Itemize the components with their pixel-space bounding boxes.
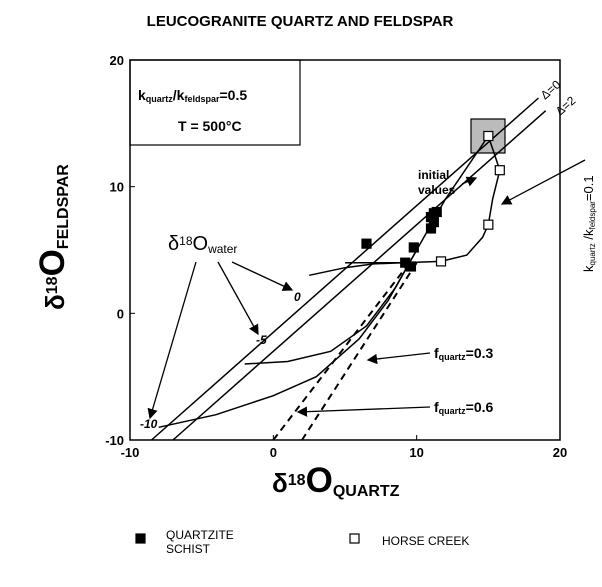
text-part: =0.5 [220, 87, 248, 103]
text-part: k [138, 87, 146, 103]
chart-title: LEUCOGRANITE QUARTZ AND FELDSPAR [147, 13, 454, 30]
legend-marker [349, 533, 360, 544]
x-axis-label: δ18OQUARTZ [272, 461, 400, 500]
text-part: O [306, 461, 333, 500]
annotation: fquartz=0.6 [434, 399, 494, 416]
legend-label: HORSE CREEK [382, 534, 470, 548]
data-point [431, 206, 442, 218]
legend-marker [135, 533, 146, 544]
text-part: δ [40, 294, 70, 310]
x-tick-label: 0 [270, 445, 277, 460]
arrow [147, 261, 197, 420]
info-box [129, 59, 301, 146]
text-part: quartz [588, 243, 597, 265]
text-part: 18 [44, 276, 61, 294]
curve [272, 262, 411, 441]
annotation: 0 [294, 290, 301, 304]
text-part: δ [272, 468, 288, 498]
annotation: T = 500°C [178, 118, 242, 134]
annotation: kquartz/kfeldspar=0.5 [138, 87, 247, 104]
curve [345, 135, 501, 264]
curve [301, 262, 418, 441]
text-part: quartz [439, 352, 467, 362]
annotation: -5 [256, 333, 267, 347]
annotation: Δ=2 [553, 93, 579, 118]
annotation: fquartz=0.3 [434, 345, 494, 362]
data-point [361, 238, 372, 249]
data-point [405, 261, 417, 272]
annotation: initial [418, 168, 449, 182]
text-part: /k [173, 87, 185, 103]
arrow [296, 406, 431, 417]
annotation: kquartz /kfeldspar=0.1 [581, 175, 597, 272]
y-tick-label: 20 [110, 53, 124, 68]
data-point [408, 242, 419, 253]
arrow [366, 352, 431, 365]
text-part: quartz [439, 406, 467, 416]
text-part: f [434, 345, 439, 361]
text-part: -5 [256, 333, 267, 347]
text-part: O [33, 249, 72, 276]
text-part: =0.3 [466, 345, 494, 361]
data-point [494, 165, 505, 176]
text-part: O [193, 233, 209, 255]
text-part: T = 500°C [178, 118, 242, 134]
y-tick-label: -10 [105, 433, 124, 448]
arrow [217, 261, 259, 336]
text-part: 18 [179, 234, 193, 248]
legend-label: QUARTZITE SCHIST [166, 528, 234, 556]
text-part: Δ=2 [553, 93, 579, 118]
x-tick-label: 20 [553, 445, 567, 460]
x-tick-label: 10 [409, 445, 423, 460]
text-part: 0 [294, 290, 301, 304]
text-part: =0.6 [466, 399, 494, 415]
text-part: initial [418, 168, 449, 182]
y-tick-label: 0 [117, 306, 124, 321]
data-point [435, 256, 447, 267]
arrow [500, 159, 586, 205]
text-part: f [434, 399, 439, 415]
text-part: 18 [288, 472, 306, 489]
text-part: QUARTZ [333, 483, 400, 500]
curve [158, 249, 418, 429]
text-part: -10 [140, 417, 158, 431]
data-point [483, 219, 494, 230]
curve [151, 97, 539, 441]
curve [309, 261, 403, 277]
y-axis-label: δ18OFELDSPAR [33, 164, 72, 310]
text-part: quartz [146, 94, 174, 104]
text-part: δ [168, 233, 179, 255]
text-part: FELDSPAR [55, 164, 72, 249]
text-part: k [581, 265, 596, 272]
text-part: water [207, 242, 237, 256]
annotation: values [418, 183, 456, 197]
text-part: feldspar [588, 201, 597, 230]
text-part: =0.1 [581, 175, 596, 201]
data-point [428, 217, 439, 228]
data-point [483, 130, 494, 142]
arrow [461, 176, 478, 187]
text-part: /k [581, 229, 596, 243]
annotation: δ18Owater [168, 233, 237, 256]
x-tick-label: -10 [121, 445, 140, 460]
arrow [231, 261, 294, 291]
text-part: feldspar [184, 94, 220, 104]
y-tick-label: 10 [110, 180, 124, 195]
curve [172, 110, 547, 441]
text-part: values [418, 183, 456, 197]
annotation: -10 [140, 417, 158, 431]
plot-frame [129, 59, 561, 441]
